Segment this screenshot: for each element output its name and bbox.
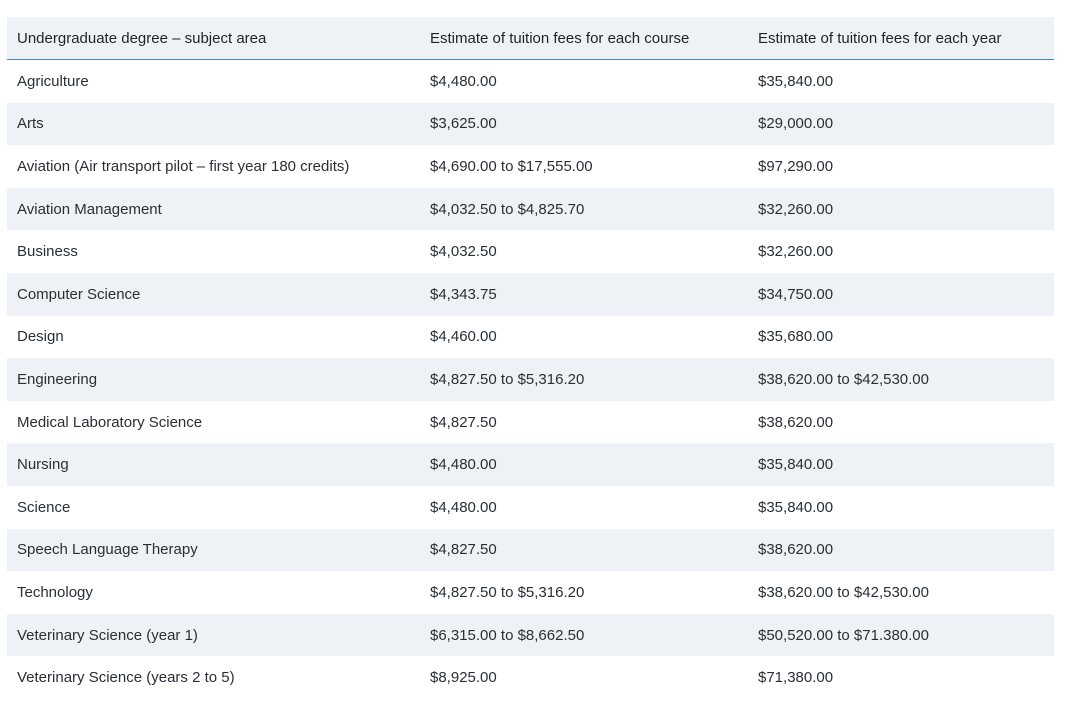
table-row: Veterinary Science (year 1) $6,315.00 to …	[7, 613, 1054, 657]
fees-per-year-cell: $35,840.00	[748, 485, 1054, 529]
subject-area-cell: Business	[7, 230, 420, 273]
subject-area-cell: Veterinary Science (year 1)	[7, 613, 420, 657]
header-row: Undergraduate degree – subject area Esti…	[7, 17, 1054, 60]
fees-per-course-cell: $4,480.00	[420, 485, 748, 529]
fees-per-course-cell: $4,827.50 to $5,316.20	[420, 358, 748, 401]
header-subject-area: Undergraduate degree – subject area	[7, 17, 420, 60]
fees-per-year-cell: $38,620.00 to $42,530.00	[748, 571, 1054, 614]
fees-per-course-cell: $8,925.00	[420, 656, 748, 699]
fees-per-year-cell: $50,520.00 to $71.380.00	[748, 613, 1054, 657]
fees-per-year-cell: $71,380.00	[748, 656, 1054, 699]
fees-per-course-cell: $4,032.50	[420, 230, 748, 273]
table-row: Medical Laboratory Science $4,827.50 $38,6…	[7, 400, 1054, 444]
fees-per-year-cell: $35,840.00	[748, 443, 1054, 486]
fees-per-year-cell: $35,840.00	[748, 59, 1054, 103]
subject-area-cell: Aviation Management	[7, 187, 420, 231]
table-row: Arts $3,625.00 $29,000.00	[7, 102, 1054, 146]
subject-area-cell: Computer Science	[7, 272, 420, 316]
subject-area-cell: Arts	[7, 102, 420, 146]
subject-area-cell: Nursing	[7, 443, 420, 486]
fees-per-course-cell: $4,480.00	[420, 443, 748, 486]
subject-area-cell: Aviation (Air transport pilot – first ye…	[7, 145, 420, 188]
subject-area-cell: Speech Language Therapy	[7, 528, 420, 572]
fees-per-year-cell: $32,260.00	[748, 187, 1054, 231]
fees-per-year-cell: $38,620.00	[748, 528, 1054, 572]
fees-per-year-cell: $32,260.00	[748, 230, 1054, 273]
subject-area-cell: Veterinary Science (years 2 to 5)	[7, 656, 420, 699]
table-row: Speech Language Therapy $4,827.50 $38,620.…	[7, 528, 1054, 572]
fees-per-course-cell: $4,690.00 to $17,555.00	[420, 145, 748, 188]
fees-per-course-cell: $3,625.00	[420, 102, 748, 146]
table-row: Science $4,480.00 $35,840.00	[7, 485, 1054, 529]
fees-per-year-cell: $38,620.00	[748, 400, 1054, 444]
fees-per-course-cell: $4,827.50 to $5,316.20	[420, 571, 748, 614]
table-row: Nursing $4,480.00 $35,840.00	[7, 443, 1054, 486]
table-row: Engineering $4,827.50 to $5,316.20 $38,620…	[7, 358, 1054, 401]
header-fees-per-course: Estimate of tuition fees for each course	[420, 17, 748, 60]
table-row: Business $4,032.50 $32,260.00	[7, 230, 1054, 273]
fees-per-course-cell: $4,032.50 to $4,825.70	[420, 187, 748, 231]
subject-area-cell: Agriculture	[7, 59, 420, 103]
tuition-fees-table-container: Undergraduate degree – subject area Esti…	[7, 17, 1054, 699]
table-row: Aviation Management $4,032.50 to $4,825.7…	[7, 187, 1054, 231]
fees-per-year-cell: $97,290.00	[748, 145, 1054, 188]
fees-per-year-cell: $34,750.00	[748, 272, 1054, 316]
fees-per-year-cell: $29,000.00	[748, 102, 1054, 146]
fees-per-course-cell: $4,480.00	[420, 59, 748, 103]
table-row: Computer Science $4,343.75 $34,750.00	[7, 272, 1054, 316]
subject-area-cell: Design	[7, 315, 420, 359]
fees-per-course-cell: $4,460.00	[420, 315, 748, 359]
subject-area-cell: Science	[7, 485, 420, 529]
fees-per-course-cell: $4,827.50	[420, 528, 748, 572]
table-header: Undergraduate degree – subject area Esti…	[7, 17, 1054, 60]
fees-per-year-cell: $38,620.00 to $42,530.00	[748, 358, 1054, 401]
fees-per-year-cell: $35,680.00	[748, 315, 1054, 359]
table-body: Agriculture $4,480.00 $35,840.00 Arts $3,625…	[7, 59, 1054, 699]
tuition-fees-table: Undergraduate degree – subject area Esti…	[7, 17, 1054, 699]
fees-per-course-cell: $4,827.50	[420, 400, 748, 444]
fees-per-course-cell: $6,315.00 to $8,662.50	[420, 613, 748, 657]
table-row: Veterinary Science (years 2 to 5) $8,925.…	[7, 656, 1054, 699]
table-row: Agriculture $4,480.00 $35,840.00	[7, 59, 1054, 103]
subject-area-cell: Engineering	[7, 358, 420, 401]
header-fees-per-year: Estimate of tuition fees for each year	[748, 17, 1054, 60]
subject-area-cell: Technology	[7, 571, 420, 614]
subject-area-cell: Medical Laboratory Science	[7, 400, 420, 444]
table-row: Technology $4,827.50 to $5,316.20 $38,620.…	[7, 571, 1054, 614]
table-row: Aviation (Air transport pilot – first ye…	[7, 145, 1054, 188]
table-row: Design $4,460.00 $35,680.00	[7, 315, 1054, 359]
fees-per-course-cell: $4,343.75	[420, 272, 748, 316]
